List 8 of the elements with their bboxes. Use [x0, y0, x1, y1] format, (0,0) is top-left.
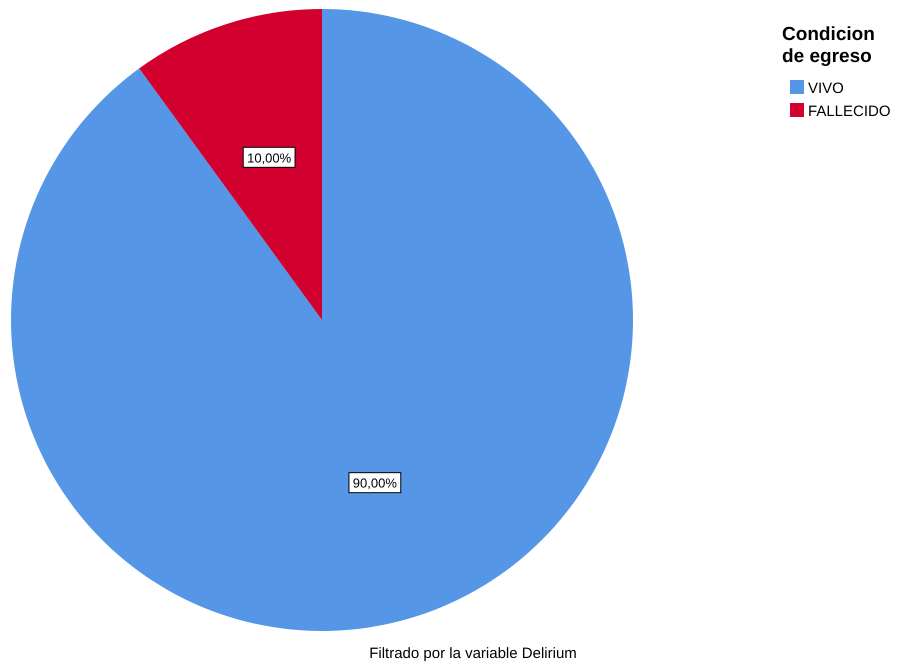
text: Filtrado por la variable Delirium: [369, 645, 577, 662]
pie-slice: [11, 9, 633, 630]
legend-label: VIVO: [808, 80, 844, 97]
legend-title: Condicion de egreso: [782, 24, 875, 67]
data-label: 10,00%: [247, 150, 292, 166]
pie-slice: [139, 9, 322, 320]
data-label: 90,00%: [352, 476, 398, 491]
legend-label: FALLECIDO: [808, 103, 891, 120]
